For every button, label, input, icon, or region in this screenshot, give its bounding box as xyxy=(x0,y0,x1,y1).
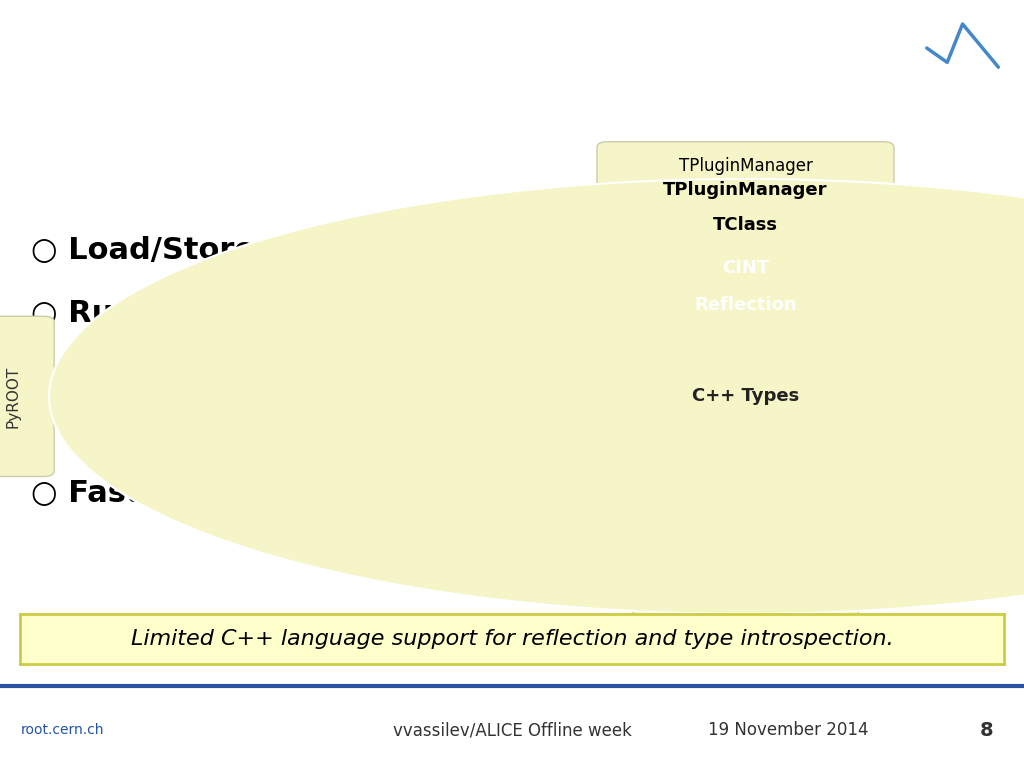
Text: • gDirectory->Get(“hist”): • gDirectory->Get(“hist”) xyxy=(72,394,407,414)
Text: IO: IO xyxy=(736,620,755,637)
FancyBboxPatch shape xyxy=(633,602,858,654)
Ellipse shape xyxy=(535,330,956,462)
Text: PyROOT: PyROOT xyxy=(6,366,20,428)
FancyBboxPatch shape xyxy=(0,316,54,476)
Ellipse shape xyxy=(49,179,1024,614)
Text: root.cern.ch: root.cern.ch xyxy=(20,723,104,737)
Text: C++ Types: C++ Types xyxy=(692,387,799,406)
Text: vvassilev/ALICE Offline week: vvassilev/ALICE Offline week xyxy=(392,721,632,739)
Text: 19 November 2014: 19 November 2014 xyxy=(709,721,868,739)
Ellipse shape xyxy=(140,207,1024,585)
Text: ○ Runtime Dynamism: ○ Runtime Dynamism xyxy=(31,299,402,328)
FancyBboxPatch shape xyxy=(597,142,894,196)
Text: TPluginManager: TPluginManager xyxy=(664,181,827,200)
Text: TPluginManager: TPluginManager xyxy=(679,157,812,175)
Text: • TFile::Open(“http://...”): • TFile::Open(“http://...”) xyxy=(72,352,433,372)
Text: • python runReco.py: • python runReco.py xyxy=(72,435,326,455)
Text: CERN: CERN xyxy=(48,40,85,52)
Circle shape xyxy=(579,12,1024,84)
Text: 8: 8 xyxy=(980,720,993,740)
Text: ○ Load/Store C++ objects: ○ Load/Store C++ objects xyxy=(31,236,474,265)
Text: TClass: TClass xyxy=(713,216,778,233)
Ellipse shape xyxy=(260,245,1024,548)
Text: ROOT ‘Architecture’: ROOT ‘Architecture’ xyxy=(164,29,598,67)
Text: Limited C++ language support for reflection and type introspection.: Limited C++ language support for reflect… xyxy=(131,629,893,650)
Text: CINT: CINT xyxy=(722,259,769,276)
Text: ○ Fast Prototyping: ○ Fast Prototyping xyxy=(31,479,354,508)
Text: Reflection: Reflection xyxy=(694,296,797,314)
Ellipse shape xyxy=(397,288,1024,505)
